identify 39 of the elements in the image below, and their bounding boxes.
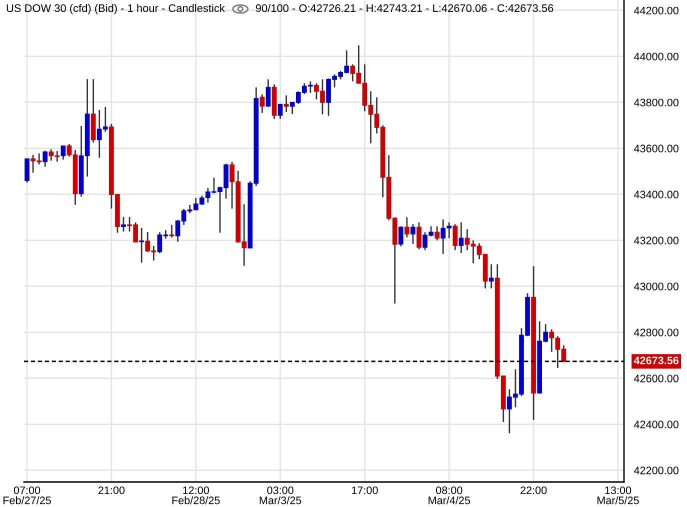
x-tick-label: 07:00 Feb/27/25: [4, 486, 51, 504]
chart-subtitle: 90/100 - O:42726.21 - H:42743.21 - L:42670.06 - C:42673.56: [256, 4, 554, 12]
candlestick: [24, 158, 30, 184]
x-tick-label: 13:00 Mar/5/25: [597, 486, 639, 504]
chart-title: US DOW 30 (cfd) (Bid) - 1 hour - Candlestick: [6, 4, 225, 14]
y-tick-label: 42200.00: [634, 466, 678, 474]
candlestick: [410, 224, 416, 245]
x-tick-label: 21:00: [98, 486, 125, 494]
y-tick-label: 44200.00: [634, 6, 678, 14]
candlestick: [260, 94, 265, 114]
candlestick: [404, 216, 410, 238]
candlestick: [139, 227, 144, 264]
y-tick-label: 43200.00: [634, 236, 678, 244]
candlestick: [452, 224, 458, 251]
candlestick: [60, 145, 66, 160]
candlestick: [416, 222, 422, 250]
candlestick: [42, 150, 48, 168]
candlestick: [169, 224, 174, 238]
y-tick-label: 42800.00: [634, 328, 678, 336]
x-tick-label: 22:00: [520, 486, 547, 494]
candlestick: [266, 78, 271, 108]
candlestick: [458, 222, 464, 254]
candlestick: [121, 216, 126, 232]
candlestick: [488, 264, 494, 290]
x-tick-label: 12:00 Feb/28/25: [172, 486, 220, 504]
x-tick-label: 03:00 Mar/3/25: [260, 486, 302, 504]
x-tick-label: 08:00 Mar/4/25: [428, 486, 470, 504]
y-tick-label: 44000.00: [634, 52, 678, 60]
y-tick-label: 42600.00: [634, 374, 678, 382]
ref-line-label: 42673.56: [634, 356, 679, 364]
y-tick-label: 43400.00: [634, 190, 678, 198]
y-tick-label: 43600.00: [634, 144, 678, 152]
x-tick-label: 17:00: [352, 486, 378, 494]
y-tick-label: 43000.00: [634, 282, 678, 290]
candlestick: [398, 226, 404, 247]
candlestick: [434, 226, 440, 242]
candlestick: [278, 104, 283, 120]
y-tick-label: 43800.00: [634, 98, 678, 106]
y-tick-label: 42400.00: [634, 420, 678, 428]
